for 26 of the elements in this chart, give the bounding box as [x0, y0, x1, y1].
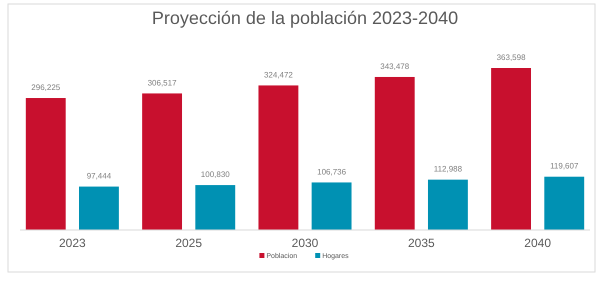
bar: [26, 98, 66, 230]
bar: [312, 182, 352, 230]
data-label: 343,478: [380, 62, 410, 71]
x-tick-label: 2030: [292, 236, 319, 250]
data-label: 106,736: [317, 167, 347, 176]
data-label: 112,988: [434, 164, 463, 174]
data-label: 363,598: [496, 53, 526, 62]
x-tick-label: 2023: [58, 236, 86, 250]
bar: [491, 68, 532, 230]
bar: [374, 76, 415, 230]
data-label: 97,444: [86, 172, 112, 181]
data-label: 119,607: [550, 162, 579, 171]
data-label: 100,830: [200, 170, 230, 180]
bar: [258, 85, 298, 230]
data-label: 296,225: [31, 83, 61, 92]
bar: [78, 186, 119, 230]
bar: [428, 180, 468, 230]
chart-title: Proyección de la población 2023-2040: [152, 8, 458, 28]
data-label: 324,472: [264, 70, 294, 80]
bar: [195, 185, 236, 230]
bar: [544, 176, 584, 230]
bar: [142, 93, 182, 230]
x-tick-label: 2040: [524, 236, 552, 250]
x-tick-label: 2035: [408, 236, 435, 250]
x-tick-label: 2025: [175, 236, 202, 250]
data-label: 306,517: [148, 78, 178, 88]
